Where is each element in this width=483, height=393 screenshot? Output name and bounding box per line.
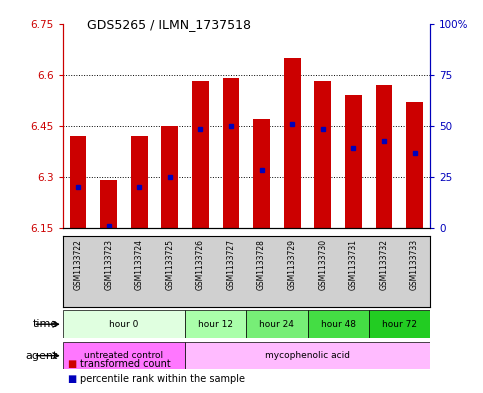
Text: GSM1133727: GSM1133727 <box>227 239 236 290</box>
Text: time: time <box>33 319 58 329</box>
Bar <box>185 310 246 338</box>
Bar <box>100 180 117 228</box>
Text: hour 12: hour 12 <box>198 320 233 329</box>
Text: GSM1133722: GSM1133722 <box>73 239 83 290</box>
Text: GSM1133733: GSM1133733 <box>410 239 419 290</box>
Bar <box>369 310 430 338</box>
Text: hour 72: hour 72 <box>382 320 417 329</box>
Text: GSM1133724: GSM1133724 <box>135 239 144 290</box>
Text: GSM1133729: GSM1133729 <box>288 239 297 290</box>
Text: GSM1133723: GSM1133723 <box>104 239 113 290</box>
Text: ■: ■ <box>68 358 77 369</box>
Text: agent: agent <box>26 351 58 361</box>
Bar <box>70 136 86 228</box>
Bar <box>345 95 362 228</box>
Text: GSM1133726: GSM1133726 <box>196 239 205 290</box>
Text: GSM1133730: GSM1133730 <box>318 239 327 290</box>
Bar <box>192 81 209 228</box>
Bar <box>185 342 430 369</box>
Bar <box>406 102 423 228</box>
Bar <box>161 126 178 228</box>
Bar <box>63 310 185 338</box>
Text: percentile rank within the sample: percentile rank within the sample <box>80 374 245 384</box>
Text: GSM1133725: GSM1133725 <box>165 239 174 290</box>
Bar <box>308 310 369 338</box>
Bar <box>246 310 308 338</box>
Bar <box>253 119 270 228</box>
Text: hour 0: hour 0 <box>109 320 139 329</box>
Text: GDS5265 / ILMN_1737518: GDS5265 / ILMN_1737518 <box>87 18 251 31</box>
Text: GSM1133732: GSM1133732 <box>380 239 388 290</box>
Text: untreated control: untreated control <box>85 351 164 360</box>
Bar <box>63 342 185 369</box>
Text: GSM1133731: GSM1133731 <box>349 239 358 290</box>
Bar <box>284 58 300 228</box>
Bar <box>376 85 392 228</box>
Text: ■: ■ <box>68 374 77 384</box>
Bar <box>131 136 148 228</box>
Text: mycophenolic acid: mycophenolic acid <box>265 351 350 360</box>
Text: hour 48: hour 48 <box>321 320 355 329</box>
Text: transformed count: transformed count <box>80 358 170 369</box>
Bar <box>314 81 331 228</box>
Text: GSM1133728: GSM1133728 <box>257 239 266 290</box>
Text: hour 24: hour 24 <box>259 320 294 329</box>
Bar <box>223 78 240 228</box>
